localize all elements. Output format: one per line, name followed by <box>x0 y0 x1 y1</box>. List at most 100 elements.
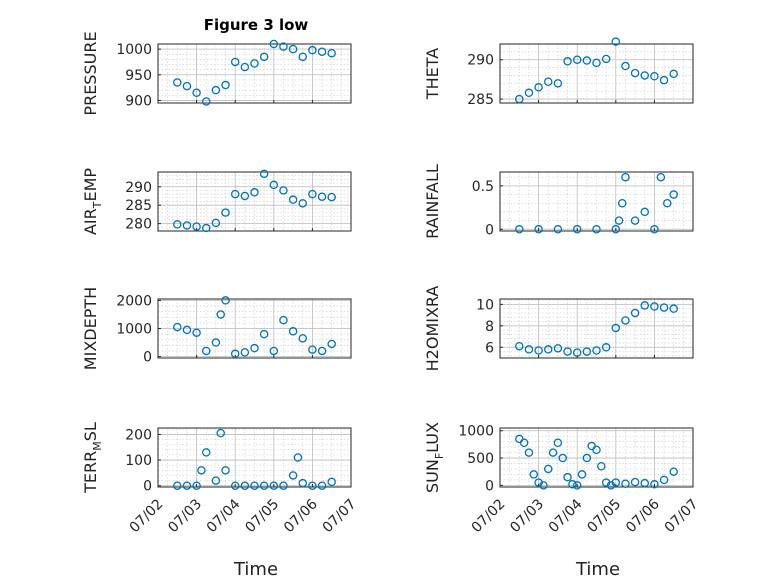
x-tick-label: 07/06 <box>281 496 321 536</box>
data-point <box>211 85 221 95</box>
data-point <box>544 464 553 474</box>
y-tick-label: 1000 <box>458 424 494 440</box>
data-point <box>601 478 611 487</box>
data-point <box>669 69 678 79</box>
data-point <box>288 44 298 54</box>
data-point <box>534 83 543 92</box>
x-tick-label: 07/07 <box>320 496 360 536</box>
data-point <box>173 78 182 87</box>
data-point <box>611 478 621 487</box>
data-point <box>240 62 250 72</box>
y-axis-label: MIXDEPTH <box>81 287 100 370</box>
data-point <box>563 347 572 356</box>
data-point <box>650 302 659 311</box>
axes-box <box>157 43 352 104</box>
data-point <box>250 188 259 197</box>
data-point <box>630 477 640 487</box>
data-point <box>192 88 201 97</box>
data-point <box>606 481 616 490</box>
data-point <box>221 208 230 217</box>
data-point <box>327 48 336 58</box>
data-point <box>621 61 630 71</box>
data-point <box>524 345 534 354</box>
data-point <box>173 220 182 229</box>
data-point <box>659 75 669 85</box>
data-point <box>317 481 327 490</box>
data-point <box>279 186 288 195</box>
data-point <box>558 453 567 463</box>
y-tick-label: 1000 <box>116 322 152 338</box>
y-axis-label: THETA <box>423 48 442 100</box>
data-point <box>216 428 225 438</box>
data-point <box>298 52 307 62</box>
data-point <box>534 346 543 355</box>
data-point <box>572 225 582 234</box>
data-point <box>611 323 621 333</box>
y-tick-label: 8 <box>485 319 494 335</box>
data-point <box>269 180 279 190</box>
data-point <box>553 344 563 353</box>
data-point <box>563 472 572 482</box>
x-tick-label: 07/06 <box>623 496 663 536</box>
subplot-mixdepth: 0 1000 2000 MIXDEPTH <box>81 287 352 370</box>
data-point <box>288 195 298 204</box>
x-tick-label: 07/03 <box>507 496 547 536</box>
data-point <box>230 57 240 67</box>
data-point <box>298 199 307 208</box>
x-axis-label-right: Time <box>575 559 620 580</box>
data-point <box>548 448 558 457</box>
data-point <box>279 42 288 51</box>
y-tick-label: 900 <box>125 93 152 109</box>
x-tick-label: 07/04 <box>546 496 586 536</box>
data-point <box>201 448 211 457</box>
data-point <box>192 222 201 231</box>
data-point <box>515 94 524 104</box>
y-tick-label: 100 <box>125 453 152 469</box>
y-tick-label: 0 <box>485 222 494 238</box>
data-point <box>279 315 288 325</box>
data-point <box>663 198 672 208</box>
data-point <box>240 481 250 490</box>
x-tick-label: 07/02 <box>127 496 167 536</box>
y-tick-label: 500 <box>467 451 494 467</box>
axes-box <box>157 171 352 232</box>
data-point <box>250 343 259 353</box>
data-point <box>539 481 548 490</box>
data-point <box>621 172 630 182</box>
data-point <box>630 68 640 78</box>
data-point <box>211 218 221 228</box>
data-point <box>524 448 534 457</box>
data-point <box>572 55 582 64</box>
data-point <box>230 481 240 490</box>
data-point <box>259 481 269 490</box>
data-point <box>221 466 230 475</box>
data-point <box>269 346 279 356</box>
data-point <box>221 296 230 305</box>
y-tick-label: 1000 <box>116 42 152 58</box>
data-point <box>617 198 627 208</box>
axes-box <box>499 171 694 232</box>
data-point <box>182 81 192 91</box>
data-point <box>630 216 640 225</box>
data-point <box>293 453 303 462</box>
subplot-h2omixra: 6 8 10 H2OMIXRA <box>423 286 694 371</box>
data-point <box>298 478 307 488</box>
axes-box <box>499 298 694 359</box>
y-tick-label: 0 <box>485 478 494 494</box>
data-point <box>659 475 669 485</box>
data-point <box>201 346 211 356</box>
x-tick-label: 07/04 <box>204 496 244 536</box>
data-point <box>544 77 553 87</box>
data-point <box>611 225 621 234</box>
data-point <box>656 172 666 182</box>
data-point <box>669 304 678 313</box>
data-point <box>250 481 259 490</box>
data-point <box>529 470 539 479</box>
y-tick-label: 280 <box>125 217 152 233</box>
data-point <box>192 328 201 337</box>
y-tick-label: 6 <box>485 340 494 356</box>
y-axis-label: AIRTEMP <box>81 168 104 235</box>
data-point <box>650 225 659 234</box>
data-point <box>201 97 211 106</box>
